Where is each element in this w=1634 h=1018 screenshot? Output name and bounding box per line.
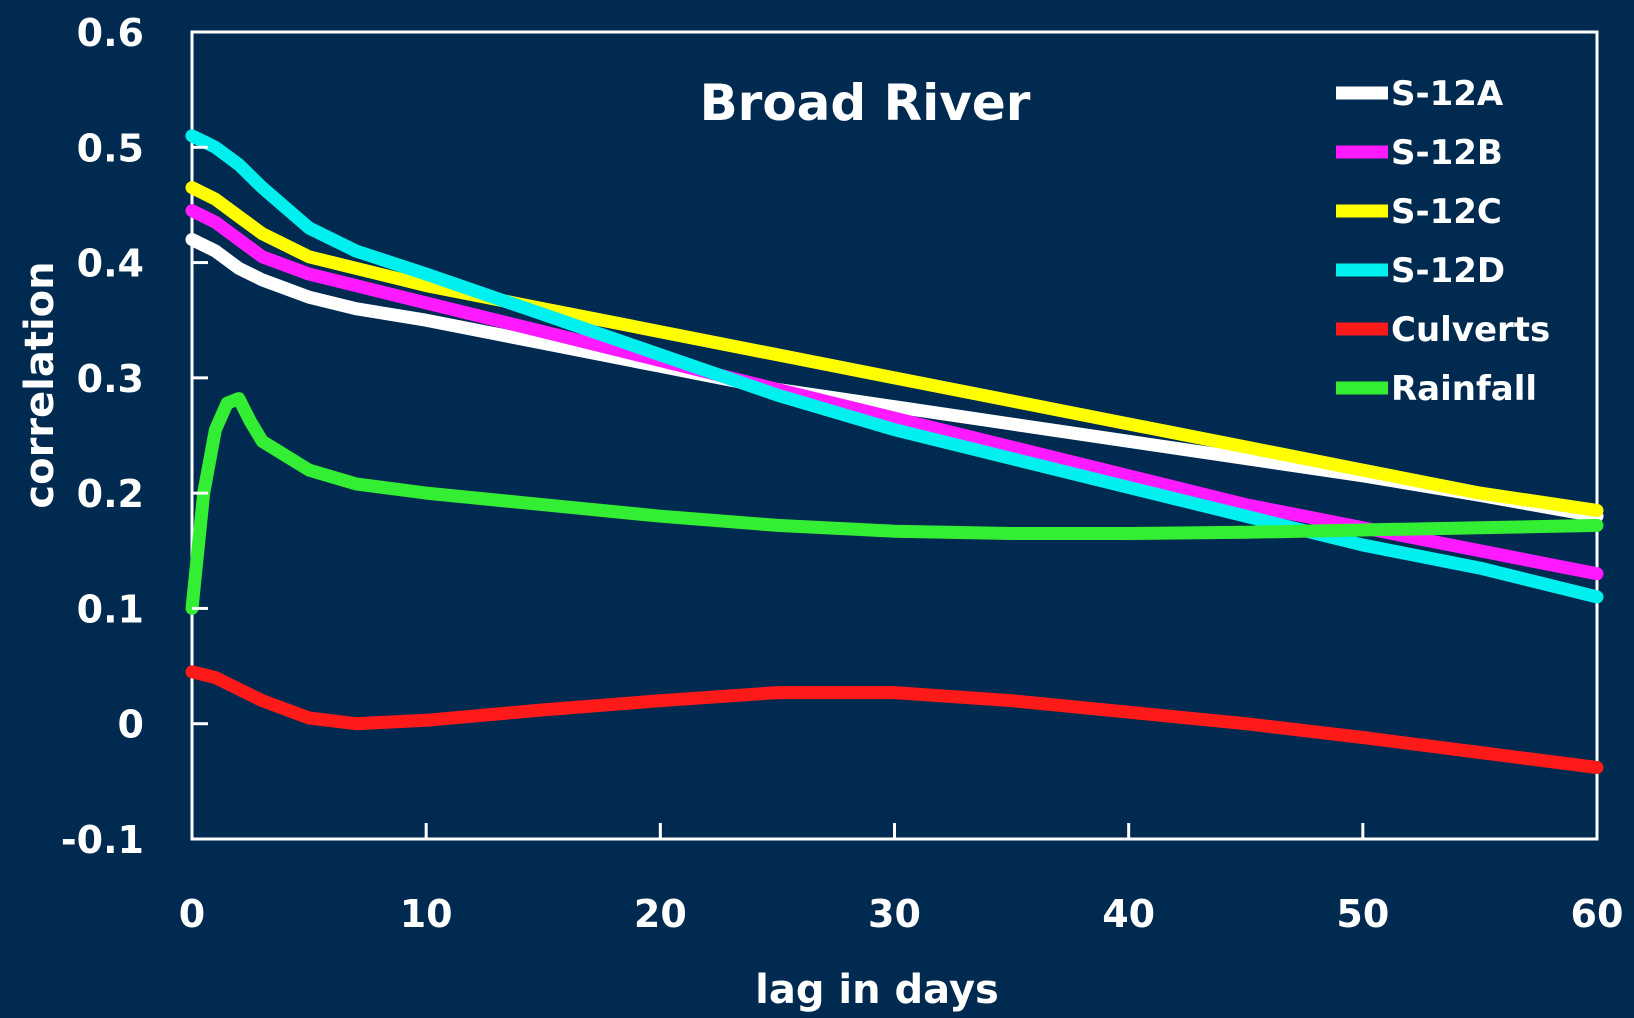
ticks-layer: 0 10 20 30 40 50 60 -0.1 0 0.1 0.2 0.3 0.4 0.5 0.6 xyxy=(61,11,1624,936)
x-tick-label: 0 xyxy=(179,892,205,936)
y-tick-label: -0.1 xyxy=(61,818,144,862)
y-tick-label: 0.2 xyxy=(77,472,144,516)
chart-title: Broad River xyxy=(700,74,1031,132)
x-tick-label: 10 xyxy=(400,892,453,936)
x-tick-label: 30 xyxy=(868,892,921,936)
legend-label-rainfall: Rainfall xyxy=(1391,369,1537,409)
y-axis-label: correlation xyxy=(17,261,63,508)
x-tick-label: 20 xyxy=(634,892,687,936)
series-line-rainfall xyxy=(185,392,1604,615)
y-tick-label: 0 xyxy=(118,703,144,747)
y-tick-label: 0.5 xyxy=(77,126,144,170)
series-line-culverts xyxy=(185,665,1604,774)
legend-label-s-12a: S-12A xyxy=(1391,74,1504,114)
y-tick-label: 0.3 xyxy=(77,357,144,401)
series-layer xyxy=(185,129,1604,774)
series-line-s-12c xyxy=(185,181,1604,517)
y-tick-label: 0.6 xyxy=(77,11,144,55)
x-axis-label: lag in days xyxy=(755,967,999,1013)
legend-label-s-12c: S-12C xyxy=(1391,192,1502,232)
y-tick-label: 0.4 xyxy=(77,242,144,286)
x-tick-label: 60 xyxy=(1571,892,1624,936)
legend-label-s-12d: S-12D xyxy=(1391,251,1505,291)
y-tick-label: 0.1 xyxy=(77,587,144,631)
legend: S-12A S-12B S-12C S-12D Culverts Rainfall xyxy=(1336,74,1550,409)
x-tick-label: 50 xyxy=(1336,892,1389,936)
legend-label-s-12b: S-12B xyxy=(1391,133,1503,173)
x-tick-label: 40 xyxy=(1102,892,1155,936)
legend-label-culverts: Culverts xyxy=(1391,310,1550,350)
